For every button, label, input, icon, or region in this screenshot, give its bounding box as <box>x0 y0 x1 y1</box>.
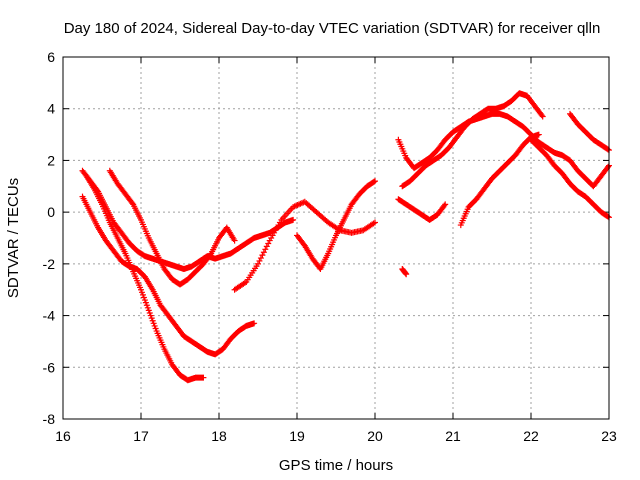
plus-markers <box>528 136 612 221</box>
x-tick-label: 17 <box>133 428 149 444</box>
series-sat-i <box>395 196 449 223</box>
series-sat-b <box>79 193 258 358</box>
series-sat-c <box>83 172 207 384</box>
x-tick-label: 22 <box>523 428 539 444</box>
plus-markers <box>567 110 612 154</box>
plus-markers <box>79 167 297 273</box>
y-tick-label: 2 <box>47 152 55 168</box>
y-tick-label: 4 <box>47 101 55 117</box>
plus-markers <box>294 178 378 273</box>
x-tick-label: 20 <box>367 428 383 444</box>
series-sat-k <box>528 136 612 221</box>
y-tick-label: -4 <box>43 308 56 324</box>
plot-frame <box>62 56 610 420</box>
y-tick-label: 0 <box>47 204 55 220</box>
plus-markers <box>79 193 258 358</box>
data-points <box>79 90 612 384</box>
plus-markers <box>231 198 378 293</box>
plus-markers <box>457 131 542 229</box>
plus-markers <box>399 90 546 190</box>
series-sat-f <box>294 178 378 273</box>
series-sat-a <box>79 167 297 273</box>
series-sat-e <box>231 198 378 293</box>
y-tick-label: -2 <box>43 256 56 272</box>
y-tick-label: -8 <box>43 411 56 427</box>
x-tick-label: 18 <box>211 428 227 444</box>
y-axis-label: SDTVAR / TECUs <box>5 178 22 298</box>
x-tick-label: 21 <box>445 428 461 444</box>
series-sat-h <box>399 90 546 190</box>
x-axis-label: GPS time / hours <box>279 457 393 474</box>
y-tick-label: -6 <box>43 359 56 375</box>
chart-title: Day 180 of 2024, Sidereal Day-to-day VTE… <box>64 20 601 37</box>
plus-markers <box>83 172 207 384</box>
x-tick-label: 16 <box>55 428 71 444</box>
y-tick-label: 6 <box>47 49 55 65</box>
x-tick-label: 23 <box>601 428 617 444</box>
grid <box>63 57 609 419</box>
series-sat-d <box>106 167 238 288</box>
plus-markers <box>395 196 449 223</box>
plus-markers <box>399 266 410 278</box>
plus-markers <box>106 167 238 288</box>
series-sat-j <box>457 131 542 229</box>
x-tick-label: 19 <box>289 428 305 444</box>
axis-ticks: 16 17 18 19 20 21 22 23 -8 -6 -4 -2 0 2 4 6 <box>43 49 617 444</box>
series-sat-m <box>399 266 410 278</box>
series-sat-l <box>567 110 612 154</box>
